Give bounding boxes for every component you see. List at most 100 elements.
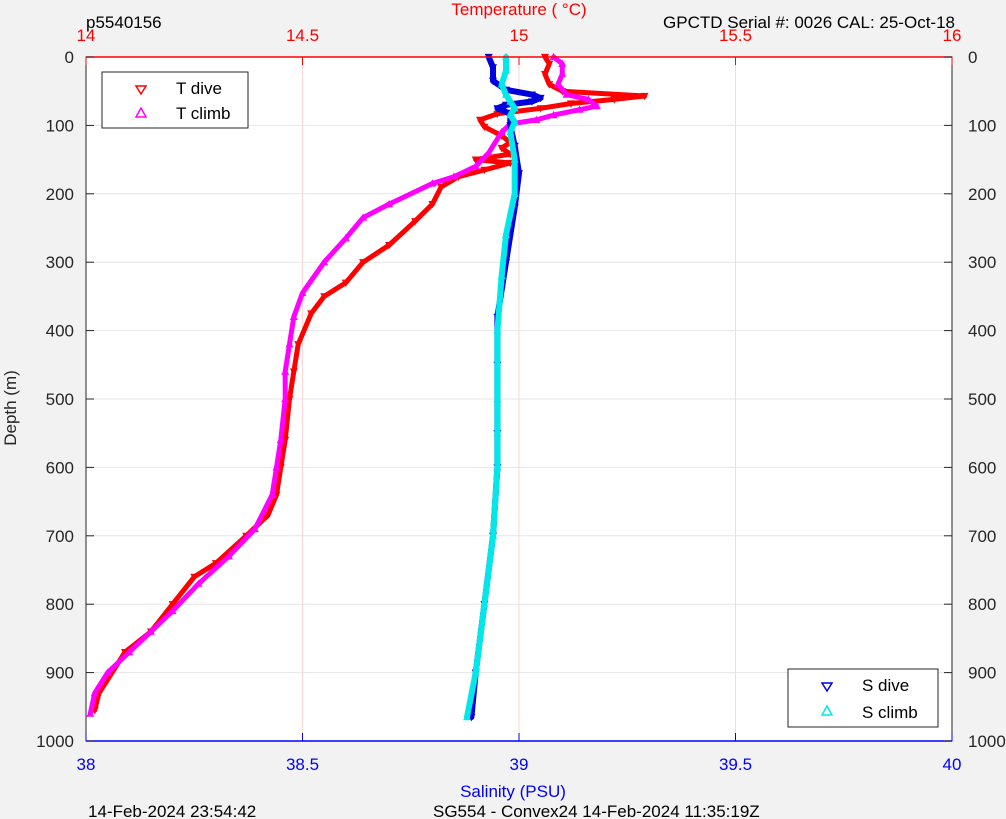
s-dive-point — [488, 77, 498, 86]
s-climb-point — [493, 326, 502, 334]
s-climb-point — [501, 90, 511, 98]
depth-tick-label-left: 800 — [46, 595, 74, 614]
t-climb-point — [484, 148, 493, 156]
legend-temperature: T dive T climb — [101, 71, 249, 129]
t-dive-point — [341, 279, 350, 287]
t-dive-point — [385, 242, 394, 250]
s-climb-point — [501, 230, 511, 238]
dive-id: p5540156 — [86, 13, 162, 32]
mission-info: SG554 - Convex24 14-Feb-2024 11:35:19Z — [433, 802, 760, 819]
s-dive-legend-marker — [820, 682, 834, 693]
legend-temperature-box — [101, 71, 249, 129]
t-climb-point — [86, 709, 95, 717]
temperature-tick-label: 14.5 — [286, 26, 319, 45]
t-dive-point — [480, 123, 489, 132]
t-climb-point — [471, 162, 480, 170]
salinity-tick-label: 38 — [77, 755, 96, 774]
salinity-tick-label: 40 — [943, 755, 962, 774]
t-climb-point — [194, 579, 203, 587]
t-dive-point — [480, 166, 489, 175]
legend-salinity-box — [787, 668, 939, 728]
t-dive-point — [497, 144, 506, 153]
s-dive-point — [527, 91, 537, 99]
salinity-axis-label: Salinity (PSU) — [460, 782, 566, 801]
t-climb-point — [298, 288, 307, 297]
t-climb-point — [575, 105, 584, 113]
s-climb-point — [493, 463, 502, 471]
depth-tick-label-left: 300 — [46, 253, 74, 272]
s-climb-point — [510, 117, 519, 126]
s-climb-point — [493, 394, 502, 403]
t-climb-point — [146, 627, 156, 635]
t-dive-point — [168, 601, 177, 609]
t-climb-line — [87, 54, 600, 717]
s-climb-point — [510, 104, 519, 112]
t-dive-point — [272, 491, 281, 500]
t-climb-point — [449, 172, 459, 180]
depth-tick-label-right: 1000 — [968, 732, 1006, 751]
depth-tick-label-left: 500 — [46, 390, 74, 409]
s-climb-point — [506, 110, 515, 119]
t-climb-point — [562, 90, 571, 98]
s-dive-point — [536, 94, 545, 103]
s-climb-point — [488, 531, 498, 539]
t-climb-point — [250, 524, 259, 533]
depth-tick-label-left: 400 — [46, 322, 74, 341]
t-dive-point — [285, 395, 294, 404]
t-dive-point — [540, 70, 550, 79]
depth-tick-label-right: 100 — [968, 116, 996, 135]
s-climb-legend-marker — [820, 704, 834, 716]
t-dive-point — [545, 81, 554, 89]
t-dive-point — [276, 464, 285, 472]
t-dive-point — [536, 105, 545, 113]
t-climb-point — [285, 340, 294, 348]
s-climb-point — [497, 271, 506, 279]
t-dive-point — [566, 100, 576, 108]
depth-tick-label-left: 200 — [46, 185, 74, 204]
depth-tick-label-left: 700 — [46, 527, 74, 546]
legend-s-climb: S climb — [862, 703, 918, 722]
t-dive-point — [411, 218, 420, 226]
t-climb-point — [532, 115, 541, 124]
t-dive-line — [92, 54, 648, 713]
s-dive-point — [527, 98, 537, 106]
t-dive-point — [320, 293, 329, 301]
t-climb-point — [558, 59, 567, 67]
s-climb-point — [510, 189, 519, 197]
legend-s-dive: S dive — [862, 676, 909, 695]
s-climb-point — [506, 97, 515, 105]
render-timestamp: 14-Feb-2024 23:54:42 — [88, 802, 256, 819]
salinity-tick-label: 38.5 — [286, 755, 319, 774]
t-climb-point — [553, 80, 563, 88]
t-climb-point — [592, 101, 601, 110]
temperature-tick-label: 15 — [510, 26, 529, 45]
depth-tick-label-right: 700 — [968, 527, 996, 546]
sensor-info: GPCTD Serial #: 0026 CAL: 25-Oct-18 — [663, 13, 955, 32]
s-climb-point — [506, 127, 515, 136]
t-dive-point — [475, 116, 485, 125]
t-climb-point — [289, 312, 298, 320]
axis-ticks: 0 0 100 100 200 200 300 300 400 400 500 500 600 600 70… — [36, 26, 1006, 774]
depth-tick-label-left: 900 — [46, 664, 74, 683]
s-climb-point — [497, 80, 506, 88]
t-climb-point — [428, 179, 437, 187]
s-climb-point — [501, 66, 511, 74]
t-climb-point — [320, 257, 329, 266]
t-dive-point — [263, 512, 272, 520]
t-dive-point — [294, 341, 303, 349]
depth-axis-label: Depth (m) — [1, 370, 20, 446]
t-climb-point — [341, 234, 350, 242]
t-climb-point — [224, 552, 233, 560]
t-dive-point — [428, 201, 437, 209]
s-climb-point — [493, 428, 502, 437]
depth-tick-label-right: 500 — [968, 390, 996, 409]
t-climb-point — [558, 69, 567, 78]
t-dive-point — [281, 436, 290, 445]
s-dive-point — [501, 101, 511, 110]
t-climb-point — [268, 490, 277, 498]
s-climb-point — [462, 712, 472, 721]
s-climb-point — [471, 668, 480, 676]
data-series — [86, 52, 649, 722]
t-dive-point — [307, 310, 316, 318]
t-climb-point — [497, 127, 506, 136]
